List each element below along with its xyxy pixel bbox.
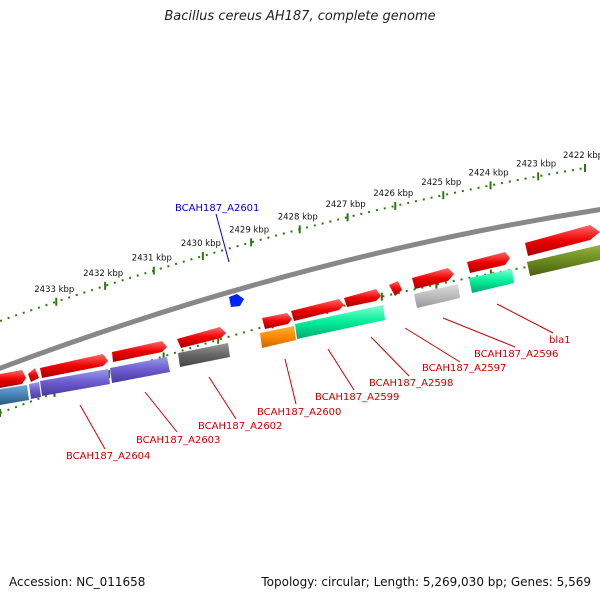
gene-label-bcah187-a2601[interactable]: BCAH187_A2601 — [175, 203, 259, 214]
gene-olive[interactable] — [527, 245, 600, 276]
gene-purple[interactable] — [110, 357, 170, 383]
genome-backbone — [0, 207, 600, 371]
ruler-labels: 2422 kbp 2423 kbp 2424 kbp 2425 kbp 2426 kbp… — [34, 151, 600, 295]
gene-label-bcah187-a2603[interactable]: BCAH187_A2603 — [136, 435, 220, 446]
gene-arrow[interactable] — [177, 327, 226, 348]
ruler-tick-label: 2433 kbp — [34, 285, 74, 295]
gene-purple[interactable] — [29, 382, 41, 399]
gene-arrow[interactable] — [412, 268, 454, 289]
gene-arrow[interactable] — [28, 368, 39, 382]
forward-genes — [0, 225, 600, 388]
gene-marker-blue[interactable] — [229, 294, 244, 307]
outer-ruler-arc — [0, 167, 586, 322]
gene-purple[interactable] — [40, 369, 110, 396]
gene-arrow[interactable] — [291, 299, 344, 321]
ruler-tick-label: 2422 kbp — [563, 151, 600, 161]
gene-arrow[interactable] — [0, 370, 26, 388]
gene-grey[interactable] — [178, 343, 230, 367]
ruler-tick-label: 2424 kbp — [469, 168, 509, 178]
gene-labels: BCAH187_A2601 bla1 BCAH187_A2596 BCAH187… — [66, 203, 571, 462]
gene-lightgrey[interactable] — [414, 284, 460, 308]
gene-label-bcah187-a2596[interactable]: BCAH187_A2596 — [474, 349, 558, 360]
gene-label-bla1[interactable]: bla1 — [549, 335, 571, 346]
gene-arrow[interactable] — [344, 289, 381, 307]
gene-arrow[interactable] — [525, 225, 600, 256]
gene-arrow[interactable] — [112, 341, 167, 362]
outer-ruler-ticks — [55, 164, 586, 306]
reverse-genes — [0, 245, 600, 405]
gene-label-bcah187-a2597[interactable]: BCAH187_A2597 — [422, 363, 506, 374]
gene-label-bcah187-a2602[interactable]: BCAH187_A2602 — [198, 421, 282, 432]
map-title: Bacillus cereus AH187, complete genome — [164, 9, 436, 24]
gene-label-bcah187-a2600[interactable]: BCAH187_A2600 — [257, 407, 341, 418]
ruler-tick-label: 2430 kbp — [181, 239, 221, 249]
gene-arrow[interactable] — [40, 354, 108, 378]
gene-label-bcah187-a2604[interactable]: BCAH187_A2604 — [66, 451, 150, 462]
gene-label-bcah187-a2599[interactable]: BCAH187_A2599 — [315, 392, 399, 403]
gene-arrow[interactable] — [467, 252, 510, 273]
topology-label: Topology: circular; Length: 5,269,030 bp… — [261, 575, 591, 589]
gene-steel[interactable] — [0, 385, 29, 405]
ruler-tick-label: 2428 kbp — [278, 212, 318, 222]
accession-label: Accession: NC_011658 — [9, 575, 146, 589]
ruler-tick-label: 2427 kbp — [326, 200, 366, 210]
ruler-tick-label: 2429 kbp — [229, 225, 269, 235]
ruler-tick-label: 2425 kbp — [421, 178, 461, 188]
ruler-tick-label: 2432 kbp — [83, 269, 123, 279]
gene-teal[interactable] — [469, 269, 514, 293]
gene-orange[interactable] — [260, 326, 296, 348]
gene-arrow[interactable] — [262, 313, 292, 329]
gene-label-bcah187-a2598[interactable]: BCAH187_A2598 — [369, 378, 453, 389]
ruler-tick-label: 2423 kbp — [516, 159, 556, 169]
ruler-tick-label: 2431 kbp — [132, 254, 172, 264]
gene-arrow[interactable] — [389, 281, 402, 296]
ruler-tick-label: 2426 kbp — [373, 189, 413, 199]
gene-teal[interactable] — [295, 305, 385, 339]
label-leaders — [79, 213, 554, 450]
